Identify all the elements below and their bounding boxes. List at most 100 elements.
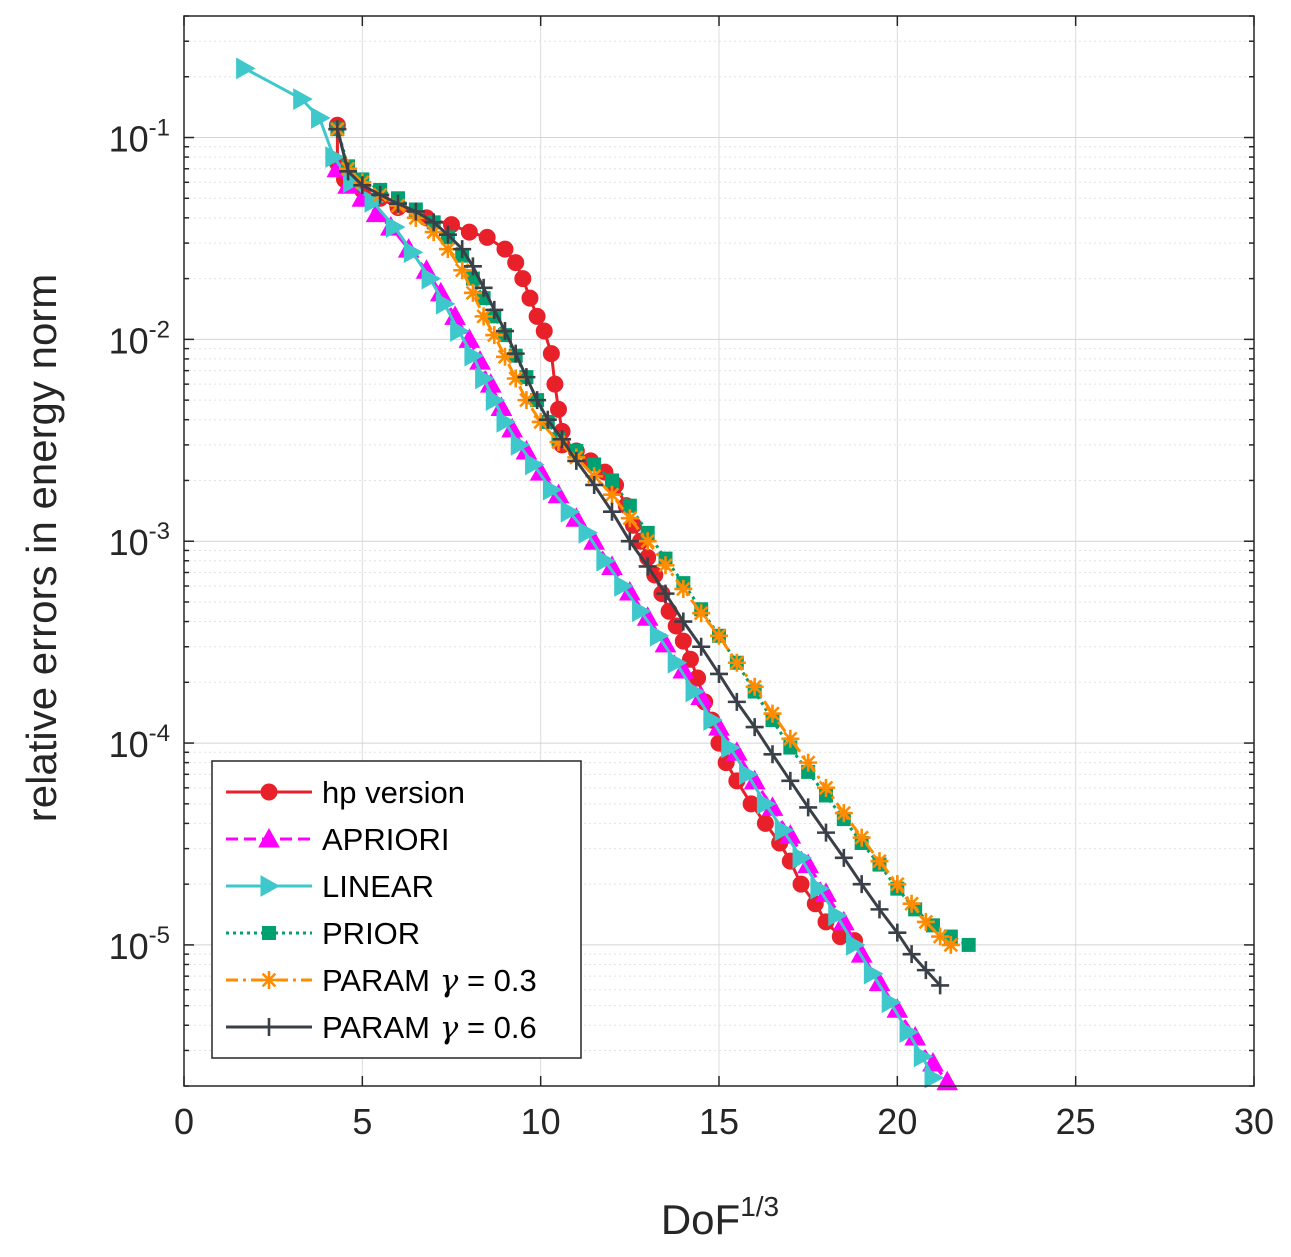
data-point [605,473,619,488]
y-tick-label: 10-1 [109,115,170,160]
legend-entry: hp version [226,775,465,810]
data-point [727,653,746,672]
legend-entry: APRIORI [226,822,449,857]
data-point [674,632,692,650]
data-point [528,307,546,325]
data-point [742,795,760,813]
data-point [638,532,657,551]
data-point [756,814,774,832]
data-point [549,433,568,452]
data-point [721,736,741,759]
data-point [941,935,960,954]
data-point [620,509,639,528]
legend-label: PRIOR [322,916,420,951]
data-point [443,216,460,234]
legend-marker [262,926,276,940]
data-point [560,500,581,523]
data-point [542,478,563,501]
data-point [692,637,711,656]
data-point [435,292,456,315]
data-point [553,430,572,449]
data-point [546,375,564,393]
data-point [438,240,457,259]
data-point [485,300,504,319]
data-point [936,1070,959,1091]
legend-label: LINEAR [322,869,434,904]
x-tick-label: 10 [521,1101,561,1142]
data-point [453,240,472,259]
series-2 [326,157,959,1091]
data-point [538,410,557,429]
data-point [828,904,848,927]
data-point [485,326,504,345]
data-point [535,322,553,340]
data-point [406,202,425,221]
plot-series [236,57,976,1091]
data-point [913,1045,934,1068]
legend-label: PARAM γ = 0.3 [322,963,537,999]
legend-marker [260,875,281,897]
x-axis-label: DoF1/3 [661,1191,779,1243]
legend-marker [258,827,280,848]
data-point [478,228,496,246]
data-point [603,485,621,504]
data-point [817,823,835,842]
data-point [474,278,493,297]
data-point [567,451,586,470]
legend-label: PARAM γ = 0.6 [322,1010,537,1046]
data-point [529,461,552,481]
x-tick-label: 25 [1056,1101,1096,1142]
data-point [550,400,567,418]
data-point [899,1021,920,1043]
data-point [385,216,406,238]
data-point [902,894,921,913]
legend: hp version APRIORI LINEAR PRIOR PARAM γ = 0.… [211,760,582,1059]
data-point [521,289,539,307]
data-point [649,624,670,647]
legend-marker [260,783,278,801]
data-point [464,344,484,367]
data-point [311,107,331,129]
legend-entry: PARAM γ = 0.6 [226,1010,537,1046]
data-point [727,692,746,711]
data-point [961,937,976,952]
data-point [916,961,935,980]
data-point [585,475,604,494]
data-point [438,225,457,244]
data-point [656,556,675,575]
data-point [654,632,677,653]
data-point [710,626,728,645]
data-point [916,912,935,931]
data-point [596,549,616,572]
data-point [931,976,950,995]
data-point [293,88,313,110]
data-point [902,945,921,964]
y-tick-label: 10-4 [109,720,170,765]
data-point [638,557,657,576]
data-point [517,391,536,410]
data-point [403,241,424,264]
data-point [868,971,891,992]
data-point [496,411,517,433]
data-point [389,194,407,213]
data-point [339,162,358,181]
data-point [870,852,889,871]
series-line [335,128,942,987]
data-point [863,962,884,985]
y-tick-label: 10-5 [109,922,170,967]
data-point [565,507,588,527]
x-tick-label: 5 [352,1101,372,1142]
data-point [507,254,525,272]
data-point [463,257,482,276]
data-point [810,877,830,900]
data-point [834,848,853,867]
data-point [870,900,889,919]
data-point [852,875,871,894]
data-point [506,369,525,388]
data-point [781,729,800,748]
data-point [763,704,782,723]
x-tick-label: 30 [1234,1101,1274,1142]
data-point [745,677,764,696]
data-point [424,213,443,232]
